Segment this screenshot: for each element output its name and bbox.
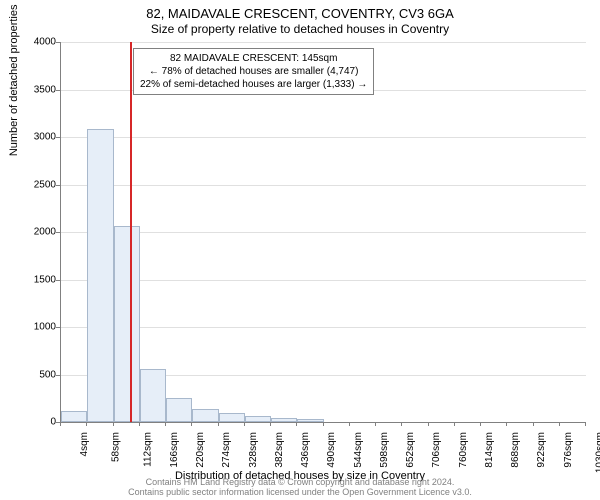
x-tick-mark (349, 422, 350, 426)
x-tick-mark (506, 422, 507, 426)
histogram-bar (219, 413, 245, 422)
gridline (61, 280, 586, 281)
y-tick-mark (56, 137, 60, 138)
y-tick-mark (56, 90, 60, 91)
y-tick-label: 1000 (26, 322, 56, 333)
y-tick-mark (56, 327, 60, 328)
x-tick-label: 976sqm (563, 432, 574, 468)
property-marker-line (130, 42, 132, 422)
y-tick-label: 1500 (26, 274, 56, 285)
y-tick-label: 4000 (26, 37, 56, 48)
x-tick-mark (60, 422, 61, 426)
x-tick-mark (86, 422, 87, 426)
x-tick-label: 1030sqm (594, 432, 600, 473)
x-tick-mark (191, 422, 192, 426)
y-tick-mark (56, 375, 60, 376)
x-tick-mark (454, 422, 455, 426)
x-tick-label: 598sqm (379, 432, 390, 468)
gridline (61, 232, 586, 233)
x-tick-label: 58sqm (111, 432, 122, 462)
histogram-bar (245, 416, 271, 422)
gridline (61, 327, 586, 328)
x-tick-label: 220sqm (195, 432, 206, 468)
histogram-bar (297, 419, 323, 422)
x-tick-label: 490sqm (326, 432, 337, 468)
footer-line-2: Contains public sector information licen… (0, 488, 600, 498)
x-tick-mark (218, 422, 219, 426)
histogram-bar (140, 369, 166, 422)
gridline (61, 137, 586, 138)
x-tick-mark (244, 422, 245, 426)
histogram-bar (271, 418, 297, 422)
x-tick-mark (270, 422, 271, 426)
x-tick-label: 436sqm (300, 432, 311, 468)
x-tick-mark (139, 422, 140, 426)
x-tick-label: 274sqm (221, 432, 232, 468)
x-tick-label: 544sqm (353, 432, 364, 468)
chart-title-2: Size of property relative to detached ho… (0, 22, 600, 36)
x-tick-mark (165, 422, 166, 426)
x-tick-label: 922sqm (536, 432, 547, 468)
gridline (61, 185, 586, 186)
y-axis-label: Number of detached properties (8, 5, 20, 157)
plot-area: 82 MAIDAVALE CRESCENT: 145sqm← 78% of de… (60, 42, 586, 423)
y-tick-label: 0 (26, 417, 56, 428)
x-tick-mark (113, 422, 114, 426)
y-tick-label: 500 (26, 369, 56, 380)
x-tick-mark (533, 422, 534, 426)
x-tick-mark (375, 422, 376, 426)
x-tick-mark (480, 422, 481, 426)
x-tick-mark (559, 422, 560, 426)
x-tick-label: 112sqm (142, 432, 153, 467)
y-tick-label: 2000 (26, 227, 56, 238)
x-tick-mark (401, 422, 402, 426)
x-tick-mark (323, 422, 324, 426)
y-tick-label: 3500 (26, 84, 56, 95)
histogram-bar (114, 226, 140, 422)
annotation-line-2: ← 78% of detached houses are smaller (4,… (140, 65, 367, 78)
y-tick-mark (56, 185, 60, 186)
annotation-line-3: 22% of semi-detached houses are larger (… (140, 78, 367, 91)
y-tick-label: 2500 (26, 179, 56, 190)
x-tick-label: 706sqm (431, 432, 442, 468)
histogram-bar (192, 409, 218, 422)
histogram-bar (61, 411, 87, 422)
x-tick-label: 814sqm (484, 432, 495, 468)
chart-footer: Contains HM Land Registry data © Crown c… (0, 478, 600, 498)
annotation-box: 82 MAIDAVALE CRESCENT: 145sqm← 78% of de… (133, 48, 374, 95)
x-tick-mark (296, 422, 297, 426)
y-tick-mark (56, 232, 60, 233)
y-tick-mark (56, 280, 60, 281)
x-tick-label: 4sqm (79, 432, 90, 456)
x-tick-label: 760sqm (458, 432, 469, 468)
annotation-line-1: 82 MAIDAVALE CRESCENT: 145sqm (140, 52, 367, 65)
histogram-bar (87, 129, 113, 422)
y-tick-label: 3000 (26, 132, 56, 143)
chart-container: 82, MAIDAVALE CRESCENT, COVENTRY, CV3 6G… (0, 0, 600, 500)
x-tick-label: 868sqm (510, 432, 521, 468)
x-tick-label: 166sqm (169, 432, 180, 468)
x-tick-label: 652sqm (405, 432, 416, 468)
y-tick-mark (56, 42, 60, 43)
chart-title-1: 82, MAIDAVALE CRESCENT, COVENTRY, CV3 6G… (0, 6, 600, 21)
histogram-bar (166, 398, 192, 422)
gridline (61, 42, 586, 43)
x-tick-label: 382sqm (274, 432, 285, 468)
x-tick-mark (428, 422, 429, 426)
x-tick-mark (585, 422, 586, 426)
x-tick-label: 328sqm (248, 432, 259, 468)
